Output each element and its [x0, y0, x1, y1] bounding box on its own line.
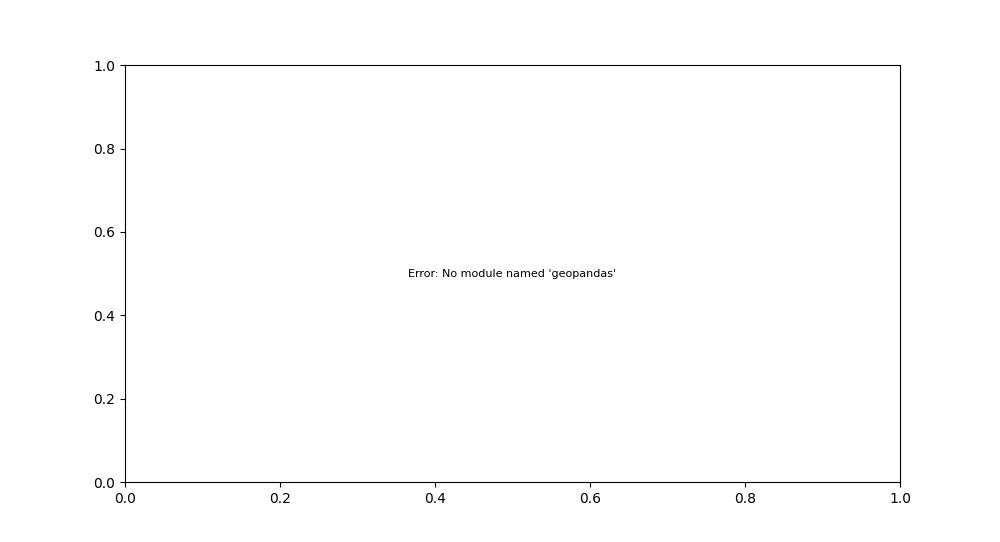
Text: Error: No module named 'geopandas': Error: No module named 'geopandas': [408, 269, 617, 279]
